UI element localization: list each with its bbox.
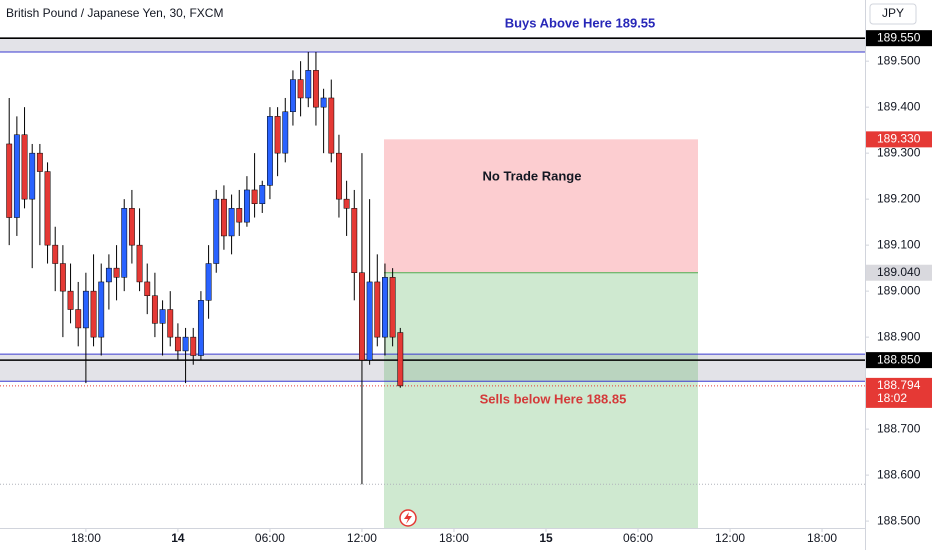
candle-body [136,244,143,283]
countdown: 18:02 [877,391,907,405]
y-tick-label: 189.000 [877,283,921,297]
currency-box[interactable] [869,3,917,25]
x-tick-label: 06:00 [623,531,653,545]
x-tick-label: 12:00 [715,531,745,545]
candle-body [236,208,243,223]
candle-body [29,152,36,200]
candle-body [197,300,204,356]
candle-body [159,309,166,324]
candle-body [6,143,13,218]
candle-body [351,208,358,273]
y-tick-label: 189.300 [877,145,921,159]
y-tick-label: 188.600 [877,467,921,481]
candle-body [290,79,296,113]
candle-body [82,290,89,329]
x-tick-label: 15 [539,531,553,545]
candle-body [174,336,181,352]
no-trade-zone [384,139,698,273]
candle-body [144,281,151,296]
candle-body [151,295,158,324]
candle-body [75,309,82,329]
candle-body [389,277,396,338]
x-tick-label: 18:00 [439,531,469,545]
candle-body [266,116,273,186]
y-tick-label: 189.500 [877,53,921,67]
candle-body [59,263,66,292]
zone-band [0,354,865,382]
candle-body [343,198,350,209]
x-tick-label: 18:00 [71,531,101,545]
y-tick-label: 188.900 [877,329,921,343]
price-label: 188.850 [877,352,921,366]
candle-body [113,267,120,278]
annotation: No Trade Range [483,168,582,183]
target-zone [384,272,698,528]
candle-body [336,152,342,200]
candle-body [251,189,258,204]
candle-body [21,134,28,200]
x-tick-label: 18:00 [807,531,837,545]
x-tick-label: 12:00 [347,531,377,545]
candle-body [259,185,266,204]
candle-body [397,332,404,387]
candle-body [328,97,335,154]
currency[interactable]: JPY [882,6,904,20]
price-label: 189.550 [877,30,921,44]
candle-body [205,263,212,301]
candle-body [382,277,388,338]
x-tick-label: 14 [171,531,185,545]
candle-body [90,290,97,338]
candle-body [220,198,227,237]
candle-body [36,152,43,172]
candle-body [13,134,20,218]
candle-body [44,171,51,246]
y-tick-label: 189.200 [877,191,921,205]
price-label-bg [866,377,932,408]
candle-body [167,309,174,338]
candle-body [98,281,105,338]
price-label-bg [866,264,932,281]
chart-title: British Pound / Japanese Yen, 30, FXCM [6,6,223,20]
annotation: Sells below Here 188.85 [480,391,627,406]
candle-body [52,244,59,264]
candle-body [374,281,381,338]
candle-body [274,116,281,154]
price-label: 189.330 [877,132,921,146]
x-tick-label: 06:00 [255,531,285,545]
price-label-bg [866,30,932,47]
annotation: Buys Above Here 189.55 [505,15,656,30]
candle-body [67,290,74,310]
price-label-bg [866,131,932,148]
candle-body [121,208,128,278]
zone-band [0,38,865,52]
candle-body [366,281,373,361]
candle-body [182,336,189,352]
candle-body [320,97,327,108]
price-label-bg [866,352,932,369]
y-tick-label: 189.400 [877,99,921,113]
candle-body [282,111,289,154]
y-tick-label: 188.700 [877,421,921,435]
candle-body [313,70,319,108]
candle-body [105,267,112,283]
candle-body [228,208,235,237]
candle-body [128,208,135,246]
candle-body [359,272,365,361]
candle-body [213,198,220,264]
candle-body [297,79,304,99]
candle-body [305,70,312,99]
price-label: 188.794 [877,378,921,392]
y-tick-label: 188.500 [877,513,921,527]
price-label: 189.040 [877,265,921,279]
candle-body [190,336,197,356]
candle-body [243,189,250,223]
replay-icon-bolt [404,512,412,524]
y-tick-label: 189.100 [877,237,921,251]
